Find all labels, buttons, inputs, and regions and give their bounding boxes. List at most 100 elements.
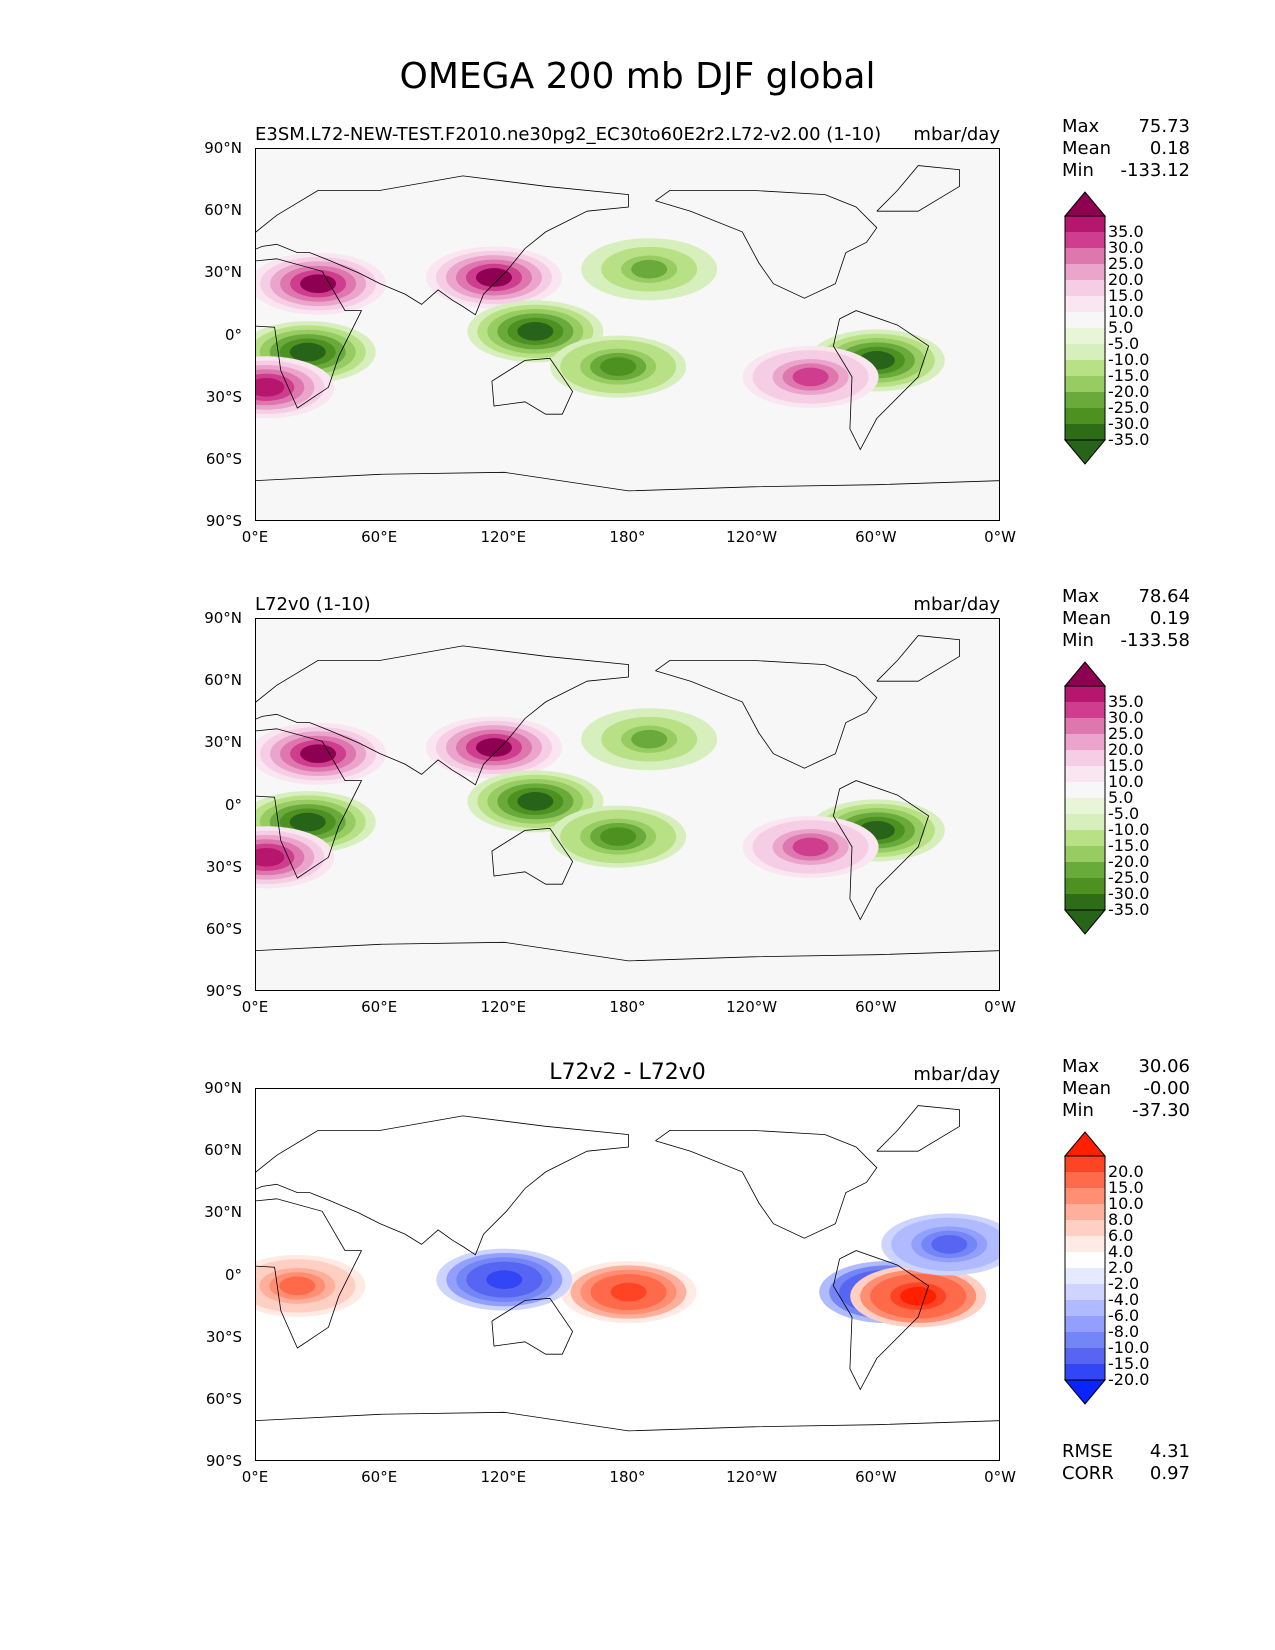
colorbar-segment [1065,280,1105,296]
colorbar-tick-label: -35.0 [1108,900,1150,919]
coastline [256,645,629,786]
panel-3-stats: Max 30.06 Mean -0.00 Min -37.30 [1062,1056,1190,1122]
lat-tick-label: 30°S [205,1327,242,1346]
lat-tick-label: 60°N [204,671,242,690]
panel-1-coastlines [256,165,999,492]
colorbar-segment [1065,734,1105,750]
panel-2-stats: Max 78.64 Mean 0.19 Min -133.58 [1062,586,1190,652]
colorbar-tick-label: -5.0 [1108,804,1140,823]
colorbar-segment [1065,1348,1105,1364]
panel-3-map [255,1088,1000,1461]
coastline [876,165,960,212]
lon-tick-label: 120°E [480,528,527,546]
stat-mean: 0.18 [1149,138,1190,159]
panel-3-coastlines [256,1105,999,1432]
corr-value: 0.97 [1149,1463,1190,1484]
colorbar-tick-label: 5.0 [1108,788,1134,807]
colorbar-tick-label: 6.0 [1108,1226,1134,1245]
lon-tick-label: 180° [609,1468,646,1486]
field-contour [600,827,637,846]
colorbar-tick-label: 15.0 [1108,756,1144,775]
colorbar-frame [1064,685,1106,911]
colorbar-segment [1065,424,1105,440]
colorbar-tick-label: -4.0 [1108,1290,1140,1309]
lon-tick-label: 0°W [984,1468,1016,1486]
field-contour [289,342,326,362]
colorbar-tick-label: 35.0 [1108,692,1144,711]
colorbar-tick-label: -8.0 [1108,1322,1140,1341]
colorbar-extend-top [1063,1131,1107,1157]
colorbar-segment [1065,1188,1105,1204]
colorbar-segment [1065,1156,1105,1172]
panel-1-title: E3SM.L72-NEW-TEST.F2010.ne30pg2_EC30to60… [255,124,882,145]
colorbar-segment [1065,1284,1105,1300]
stat-max-label: Max [1062,116,1100,137]
stat-mean: 0.19 [1149,608,1190,629]
colorbar-segment [1065,376,1105,392]
lat-tick-label: 90°S [205,1452,242,1470]
coastline [256,728,363,879]
lat-tick-label: 90°S [205,982,242,1000]
lat-tick-label: 60°S [205,449,242,468]
lat-tick-label: 90°S [205,512,242,530]
colorbar-segment [1065,1204,1105,1220]
coastline [256,941,999,962]
panel-3-units: mbar/day [913,1064,1000,1085]
colorbar-tick-label: 5.0 [1108,318,1134,337]
field-contour [631,259,668,279]
colorbar-segment [1065,1236,1105,1252]
lon-tick-label: 180° [609,998,646,1016]
colorbar-tick-label: -30.0 [1108,884,1150,903]
field-contour [475,738,512,757]
lon-tick-label: 120°E [480,998,527,1016]
colorbar-tick-label: -15.0 [1108,836,1150,855]
lat-tick-label: 60°S [205,919,242,938]
field-contour [256,377,285,397]
panel-2-field [256,708,945,889]
stat-mean-label: Mean [1062,608,1112,629]
colorbar-segment [1065,1220,1105,1236]
colorbar-segment [1065,296,1105,312]
colorbar-segment [1065,814,1105,830]
colorbar-tick-label: 20.0 [1108,1162,1144,1181]
lat-tick-label: 60°N [204,1141,242,1160]
field-contour [300,274,337,294]
colorbar-tick-label: 20.0 [1108,740,1144,759]
colorbar-segment [1065,798,1105,814]
panel-2-map-svg [256,635,999,962]
panel-2-units: mbar/day [913,594,1000,615]
colorbar-segment [1065,766,1105,782]
colorbar-segment [1065,878,1105,894]
stat-min: -133.58 [1120,630,1190,651]
colorbar-tick-label: 25.0 [1108,254,1144,273]
colorbar-tick-label: -10.0 [1108,820,1150,839]
lat-tick-label: 90°N [204,609,242,627]
coastline [832,780,930,921]
coastline [491,1297,574,1355]
coastline [256,1411,999,1432]
colorbar-tick-label: -15.0 [1108,1354,1150,1373]
stat-min-label: Min [1062,1100,1094,1121]
colorbar-tick-label: 20.0 [1108,270,1144,289]
lat-tick-label: 60°N [204,201,242,220]
field-contour [517,322,554,341]
stat-min-label: Min [1062,630,1094,651]
colorbar-tick-label: 35.0 [1108,222,1144,241]
coastline [832,310,930,451]
colorbar-tick-label: -25.0 [1108,398,1150,417]
colorbar-segment [1065,862,1105,878]
colorbar-tick-label: 15.0 [1108,1178,1144,1197]
lat-tick-label: 30°S [205,387,242,406]
colorbar-segment [1065,894,1105,910]
colorbar-tick-label: 4.0 [1108,1242,1134,1261]
lon-tick-label: 60°W [855,1468,897,1486]
colorbar-segment [1065,248,1105,264]
lon-tick-label: 120°W [726,528,778,546]
lon-tick-label: 120°W [726,1468,778,1486]
colorbar-segment [1065,1364,1105,1380]
colorbar-segment [1065,1316,1105,1332]
colorbar-tick-label: -15.0 [1108,366,1150,385]
colorbar-segment [1065,264,1105,280]
field-contour [792,837,829,857]
stat-mean-label: Mean [1062,1078,1112,1099]
